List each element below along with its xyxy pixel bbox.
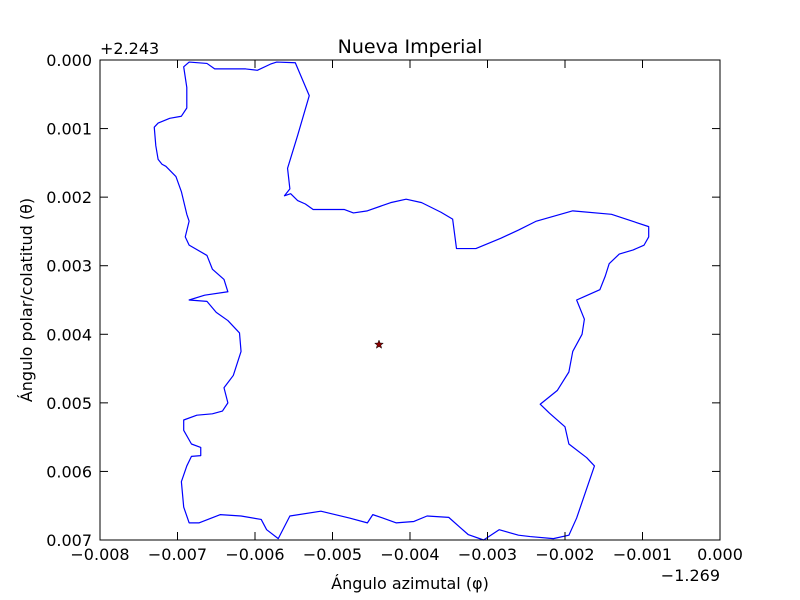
y-tick-label: 0.004 <box>46 325 92 344</box>
x-tick-label: −0.006 <box>225 545 284 564</box>
y-tick-label: 0.007 <box>46 531 92 550</box>
x-tick-label: −0.007 <box>148 545 207 564</box>
x-tick-label: −0.002 <box>535 545 594 564</box>
x-tick-label: −0.003 <box>458 545 517 564</box>
boundary-line-0 <box>153 61 650 541</box>
x-tick-label: 0.000 <box>697 545 743 564</box>
x-tick-label: −0.005 <box>303 545 362 564</box>
x-axis-label: Ángulo azimutal (φ) <box>331 574 489 593</box>
centroid-star-marker <box>374 339 384 349</box>
x-tick-label: −0.001 <box>613 545 672 564</box>
y-tick-label: 0.005 <box>46 394 92 413</box>
plot-frame <box>99 59 721 541</box>
x-tick-label: −0.004 <box>380 545 439 564</box>
x-tick-label: −0.008 <box>70 545 129 564</box>
y-axis-label: Ángulo polar/colatitud (θ) <box>17 198 36 402</box>
x-offset-label: −1.269 <box>661 566 720 585</box>
y-tick-label: 0.000 <box>46 51 92 70</box>
y-tick-label: 0.001 <box>46 120 92 139</box>
chart-title: Nueva Imperial <box>338 36 483 58</box>
axis-ticks: −0.008 −0.007 −0.006 −0.005 −0.004 −0.003 −0.0… <box>46 51 743 564</box>
y-tick-label: 0.006 <box>46 462 92 481</box>
plot-area <box>153 61 650 541</box>
y-offset-label: +2.243 <box>100 39 159 58</box>
y-tick-label: 0.003 <box>46 257 92 276</box>
y-tick-label: 0.002 <box>46 188 92 207</box>
